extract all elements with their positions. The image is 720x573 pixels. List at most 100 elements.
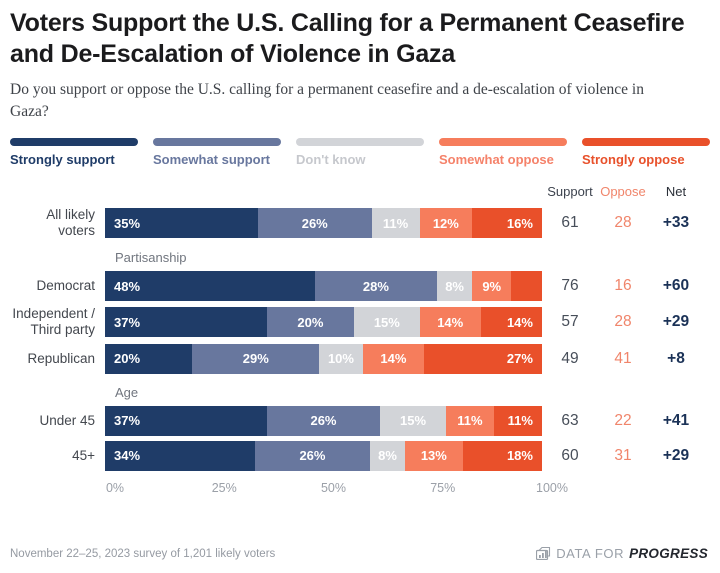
- bar-segment: 26%: [257, 208, 372, 239]
- row-label: Independent / Third party: [12, 306, 95, 338]
- row-label: Republican: [27, 350, 95, 366]
- bar-segment: 10%: [319, 343, 363, 374]
- bar-segment: 15%: [354, 307, 420, 338]
- segment-value-label: 11%: [507, 413, 533, 429]
- support-value: 60: [561, 446, 579, 464]
- bar-track: 35% 26% 11% 12% 16%: [105, 208, 542, 239]
- segment-value-label: 34%: [114, 448, 141, 464]
- bar-segment: 26%: [266, 405, 381, 436]
- segment-value-label: 29%: [242, 351, 269, 367]
- bar-segment: 11%: [493, 405, 542, 436]
- bar-track: 37% 20% 15% 14% 14%: [105, 307, 542, 338]
- segment-value-label: 16%: [506, 215, 533, 231]
- stat-column-headers: Support Oppose Net: [10, 181, 710, 199]
- support-value: 61: [561, 214, 579, 232]
- net-column-header: Net: [665, 183, 687, 199]
- support-value: 76: [561, 277, 579, 295]
- segment-value-label: 8%: [378, 448, 397, 464]
- row-label: Under 45: [39, 412, 95, 428]
- support-value: 49: [561, 349, 579, 367]
- legend-swatch: [10, 138, 138, 146]
- chart-subtitle: Do you support or oppose the U.S. callin…: [10, 81, 644, 120]
- x-axis-tick: 50%: [320, 480, 347, 495]
- bar-row: Independent / Third party 37% 20% 15% 14% 14%…: [10, 306, 710, 338]
- section-label: Age: [115, 384, 139, 400]
- legend-item: Strongly support: [10, 138, 138, 169]
- bar-segment: 35%: [105, 208, 258, 239]
- bar-segment: 29%: [192, 343, 320, 374]
- bar-segment: 8%: [369, 440, 406, 471]
- bar-segment: 27%: [423, 343, 542, 374]
- bar-track: 20% 29% 10% 14% 27%: [105, 343, 542, 374]
- net-value: +8: [667, 349, 685, 367]
- legend: Strongly support Somewhat support Don't kn…: [10, 138, 710, 169]
- legend-item-label: Don't know: [296, 152, 366, 167]
- bar-segment: 18%: [462, 440, 542, 471]
- segment-value-label: 28%: [362, 278, 389, 294]
- row-label: All likely voters: [46, 206, 95, 239]
- oppose-value: 31: [614, 446, 632, 464]
- x-axis-tick: 100%: [536, 480, 568, 495]
- bar-segment: 13%: [405, 440, 463, 471]
- bar-row: All likely voters 35% 26% 11% 12% 16% 61 28 +33: [10, 207, 710, 239]
- segment-value-label: 11%: [382, 215, 409, 231]
- legend-item-label: Somewhat support: [153, 152, 271, 167]
- oppose-value: 28: [614, 214, 632, 232]
- bar-segment: 34%: [105, 440, 256, 471]
- bar-segment: 16%: [472, 208, 542, 239]
- segment-value-label: 12%: [432, 215, 459, 231]
- segment-value-label: 26%: [299, 448, 326, 464]
- bar-segment: 20%: [105, 343, 193, 374]
- net-value: +29: [662, 446, 690, 464]
- segment-value-label: 37%: [114, 314, 141, 330]
- oppose-value: 41: [614, 349, 632, 367]
- legend-item-label: Strongly oppose: [582, 152, 685, 167]
- chart-title: Voters Support the U.S. Calling for a Pe…: [10, 9, 685, 68]
- bar-segment: 26%: [255, 440, 370, 471]
- support-value: 57: [561, 313, 579, 331]
- bar-segment: 48%: [105, 271, 315, 302]
- bar-segment: 14%: [480, 307, 542, 338]
- support-value: 63: [561, 411, 579, 429]
- x-axis-tick: 75%: [430, 480, 456, 495]
- bar-row: Under 45 37% 26% 15% 11% 11% 63 22 +41: [10, 405, 710, 436]
- bar-segment: 15%: [380, 405, 446, 436]
- legend-item: Somewhat oppose: [439, 138, 567, 169]
- legend-item-label: Strongly support: [10, 152, 115, 167]
- bar-segment: 11%: [371, 208, 420, 239]
- bar-segment: 14%: [419, 307, 481, 338]
- segment-value-label: 14%: [380, 351, 407, 367]
- bar-track: 34% 26% 8% 13% 18%: [105, 440, 542, 471]
- segment-value-label: 26%: [310, 413, 337, 429]
- data-for-progress-logo: DATA FOR PROGRESS: [536, 546, 708, 561]
- segment-value-label: 15%: [373, 314, 400, 330]
- bar-segment: 37%: [105, 405, 267, 436]
- bar-track: 37% 26% 15% 11% 11%: [105, 405, 542, 436]
- row-label: Democrat: [36, 278, 95, 294]
- bar-segment: 14%: [362, 343, 424, 374]
- bar-row: Republican 20% 29% 10% 14% 27% 49 41 +8: [10, 343, 710, 374]
- legend-swatch: [582, 138, 710, 146]
- segment-value-label: 14%: [437, 314, 464, 330]
- bar-segment: 37%: [105, 307, 267, 338]
- stacked-bar-chart: Support Oppose Net All likely voters 35% 2…: [10, 181, 710, 497]
- bar-segment: 28%: [314, 271, 438, 302]
- bar-segment: 8%: [437, 271, 473, 302]
- segment-value-label: 20%: [297, 314, 324, 330]
- oppose-value: 22: [614, 411, 632, 429]
- support-column-header: Support: [547, 183, 593, 199]
- segment-value-label: 26%: [301, 215, 328, 231]
- bar-segment: 20%: [266, 307, 355, 338]
- segment-value-label: 11%: [457, 413, 483, 429]
- net-value: +33: [662, 214, 690, 232]
- legend-swatch: [439, 138, 567, 146]
- bar-segment: 9%: [472, 271, 512, 302]
- bar-segment: [511, 271, 542, 302]
- legend-swatch: [153, 138, 281, 146]
- logo-text-suffix: PROGRESS: [629, 546, 708, 561]
- segment-value-label: 27%: [506, 351, 533, 367]
- oppose-column-header: Oppose: [600, 183, 646, 199]
- segment-value-label: 48%: [114, 278, 141, 294]
- segment-value-label: 35%: [114, 215, 141, 231]
- x-axis-tick: 0%: [105, 480, 125, 495]
